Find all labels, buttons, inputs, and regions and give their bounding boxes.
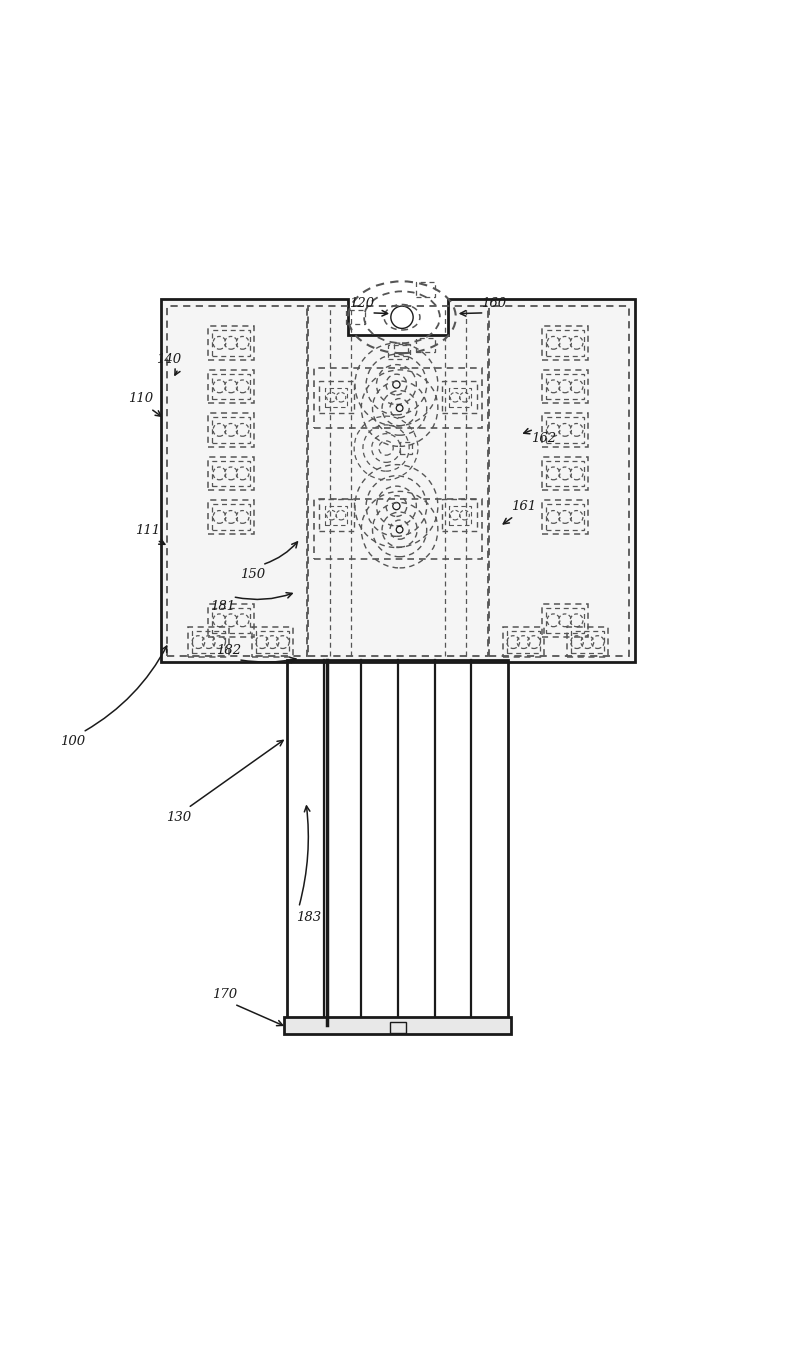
- Bar: [208, 457, 254, 491]
- Bar: [570, 631, 604, 654]
- Bar: [546, 373, 584, 399]
- Bar: [208, 412, 254, 446]
- Bar: [394, 344, 410, 356]
- Bar: [208, 604, 254, 638]
- Bar: [252, 627, 293, 658]
- Bar: [346, 310, 366, 325]
- Bar: [318, 499, 354, 531]
- Text: 120: 120: [349, 297, 374, 310]
- Bar: [256, 631, 289, 654]
- Bar: [507, 631, 540, 654]
- Bar: [490, 306, 629, 655]
- Bar: [542, 326, 588, 360]
- Bar: [212, 373, 250, 399]
- Bar: [442, 499, 478, 531]
- Bar: [208, 326, 254, 360]
- Bar: [167, 306, 306, 655]
- Bar: [208, 369, 254, 403]
- Text: 182: 182: [216, 643, 241, 656]
- Text: 161: 161: [511, 500, 536, 514]
- Bar: [449, 506, 471, 524]
- Bar: [188, 627, 230, 658]
- Bar: [546, 608, 584, 634]
- Bar: [212, 504, 250, 530]
- Text: 183: 183: [296, 911, 321, 923]
- Bar: [285, 1016, 511, 1034]
- Text: 110: 110: [128, 392, 154, 406]
- Bar: [318, 381, 354, 414]
- Bar: [212, 417, 250, 442]
- Bar: [325, 506, 347, 524]
- Text: 130: 130: [166, 811, 191, 824]
- Text: 100: 100: [61, 735, 86, 748]
- Bar: [546, 330, 584, 356]
- Text: 160: 160: [482, 297, 506, 310]
- Bar: [390, 1022, 406, 1033]
- Text: 162: 162: [531, 433, 556, 445]
- Text: 111: 111: [134, 524, 160, 537]
- Bar: [192, 631, 226, 654]
- Bar: [388, 345, 408, 359]
- Bar: [325, 388, 347, 407]
- Bar: [212, 330, 250, 356]
- Bar: [503, 627, 544, 658]
- Bar: [542, 457, 588, 491]
- Bar: [546, 417, 584, 442]
- Bar: [212, 608, 250, 634]
- Bar: [542, 369, 588, 403]
- Bar: [308, 306, 488, 655]
- Text: 170: 170: [212, 988, 237, 1002]
- Text: 181: 181: [210, 600, 235, 613]
- Polygon shape: [161, 299, 635, 662]
- Bar: [542, 500, 588, 534]
- Text: 150: 150: [240, 568, 265, 581]
- Bar: [212, 461, 250, 487]
- Bar: [314, 499, 482, 558]
- Bar: [286, 659, 509, 1024]
- Bar: [546, 504, 584, 530]
- Bar: [542, 412, 588, 446]
- Bar: [415, 338, 434, 352]
- Bar: [546, 461, 584, 487]
- Bar: [415, 283, 434, 297]
- Text: 140: 140: [156, 353, 182, 365]
- Bar: [442, 381, 478, 414]
- Bar: [566, 627, 608, 658]
- Bar: [208, 500, 254, 534]
- Bar: [449, 388, 471, 407]
- Bar: [542, 604, 588, 638]
- Bar: [314, 368, 482, 429]
- Bar: [400, 442, 411, 454]
